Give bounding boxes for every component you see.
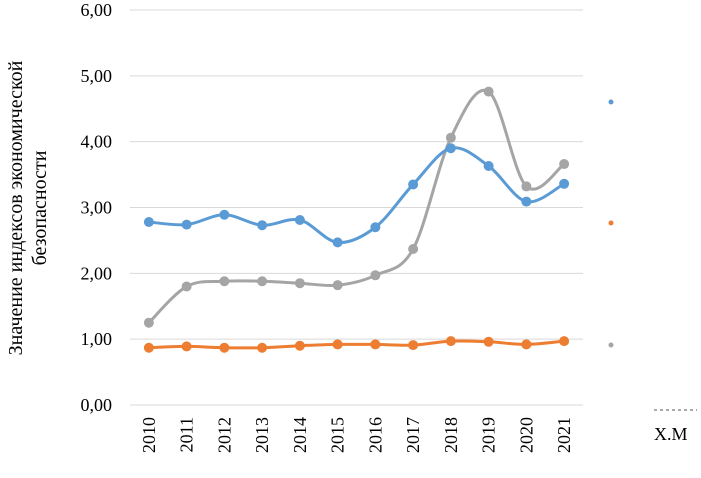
series-line xyxy=(148,146,565,244)
legend-marker xyxy=(608,220,614,226)
data-point xyxy=(181,219,192,230)
data-point xyxy=(408,179,419,190)
data-point xyxy=(521,339,532,350)
x-tick-label: 2020 xyxy=(516,417,536,453)
data-point xyxy=(181,281,192,292)
y-tick-label: 1,00 xyxy=(81,329,113,349)
data-point xyxy=(332,237,343,248)
series-1 xyxy=(143,336,570,353)
data-point xyxy=(559,178,570,189)
y-axis-label-line1: Значение индексов экономической xyxy=(5,60,27,355)
gridlines xyxy=(130,9,583,406)
data-point xyxy=(408,243,419,254)
data-point xyxy=(332,339,343,350)
y-axis-ticks: 0,00 1,00 2,00 3,00 4,00 5,00 6,00 xyxy=(81,0,113,415)
data-point xyxy=(143,342,154,353)
data-point xyxy=(143,216,154,227)
legend-marker xyxy=(608,99,614,105)
legend: X.M xyxy=(608,99,697,444)
x-tick-label: 2017 xyxy=(403,417,423,453)
data-point xyxy=(294,278,305,289)
data-point xyxy=(370,339,381,350)
y-axis-label-line2: безопасности xyxy=(29,150,51,265)
data-point xyxy=(559,336,570,347)
x-tick-label: 2021 xyxy=(554,417,574,453)
x-tick-label: 2010 xyxy=(139,417,159,453)
y-tick-label: 0,00 xyxy=(81,395,113,415)
data-point xyxy=(559,159,570,170)
x-tick-label: 2013 xyxy=(252,417,272,453)
x-tick-label: 2018 xyxy=(441,417,461,453)
data-point xyxy=(445,132,456,143)
x-tick-label: 2016 xyxy=(365,417,385,453)
x-axis-ticks: 2010 2011 2012 2013 2014 2015 2016 2017 2018 2019… xyxy=(139,417,574,453)
series-group xyxy=(143,86,570,353)
data-point xyxy=(445,143,456,154)
series-line xyxy=(147,88,566,324)
data-point xyxy=(294,215,305,226)
data-point xyxy=(445,336,456,347)
legend-partial-label: X.M xyxy=(654,424,688,444)
data-point xyxy=(521,196,532,207)
y-tick-label: 3,00 xyxy=(81,198,113,218)
series-0 xyxy=(143,143,570,248)
y-tick-label: 4,00 xyxy=(81,132,113,152)
y-tick-label: 5,00 xyxy=(81,66,113,86)
data-point xyxy=(219,209,230,220)
x-tick-label: 2011 xyxy=(177,417,197,452)
data-point xyxy=(370,222,381,233)
series-2 xyxy=(143,86,570,328)
data-point xyxy=(257,342,268,353)
data-point xyxy=(483,86,494,97)
data-point xyxy=(257,220,268,231)
x-tick-label: 2015 xyxy=(328,417,348,453)
data-point xyxy=(483,336,494,347)
x-tick-label: 2014 xyxy=(290,417,310,453)
data-point xyxy=(483,161,494,172)
data-point xyxy=(294,340,305,351)
y-tick-label: 2,00 xyxy=(81,263,113,283)
data-point xyxy=(408,340,419,351)
x-tick-label: 2012 xyxy=(214,417,234,453)
data-point xyxy=(219,342,230,353)
data-point xyxy=(332,280,343,291)
y-tick-label: 6,00 xyxy=(81,0,113,20)
data-point xyxy=(181,341,192,352)
data-point xyxy=(219,276,230,287)
series-line xyxy=(148,339,565,350)
data-point xyxy=(257,276,268,287)
x-tick-label: 2019 xyxy=(479,417,499,453)
data-point xyxy=(370,270,381,281)
data-point xyxy=(521,181,532,192)
data-point xyxy=(143,317,154,328)
legend-marker xyxy=(608,342,614,348)
y-axis-label: Значение индексов экономической безопасно… xyxy=(5,60,51,355)
